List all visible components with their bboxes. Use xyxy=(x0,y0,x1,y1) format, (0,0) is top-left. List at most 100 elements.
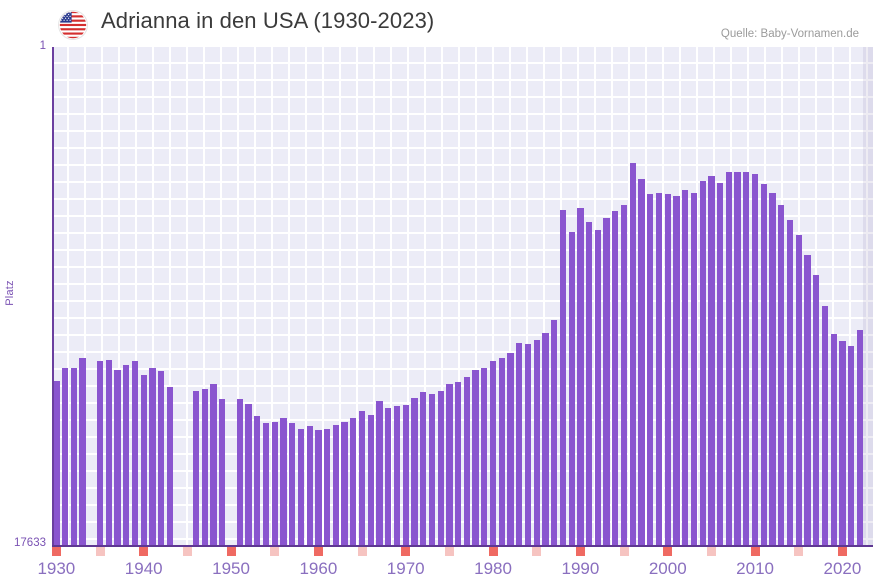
bar[interactable] xyxy=(61,368,69,546)
x-axis-tick-label: 2020 xyxy=(823,559,862,578)
bar[interactable] xyxy=(280,417,287,546)
bar[interactable] xyxy=(629,163,636,546)
bar[interactable] xyxy=(114,369,121,546)
bar[interactable] xyxy=(734,171,741,546)
bar[interactable] xyxy=(647,194,654,546)
bar[interactable] xyxy=(140,375,147,546)
x-tick-major xyxy=(488,547,498,556)
bar[interactable] xyxy=(306,426,313,546)
bar[interactable] xyxy=(446,383,453,546)
bar[interactable] xyxy=(166,386,174,546)
bar[interactable] xyxy=(708,175,715,546)
bar[interactable] xyxy=(856,329,864,546)
y-axis-bottom-label: 17633 xyxy=(14,537,46,549)
bar[interactable] xyxy=(795,235,802,546)
bar[interactable] xyxy=(568,232,575,546)
bar[interactable] xyxy=(638,178,645,546)
bar[interactable] xyxy=(463,376,470,546)
bar[interactable] xyxy=(594,229,601,546)
bar[interactable] xyxy=(245,403,252,546)
bar[interactable] xyxy=(454,382,462,546)
bar[interactable] xyxy=(804,254,811,546)
bar[interactable] xyxy=(612,211,619,546)
bar[interactable] xyxy=(297,429,305,546)
bar[interactable] xyxy=(105,359,112,546)
bar[interactable] xyxy=(358,410,366,546)
bar[interactable] xyxy=(577,208,584,546)
bar[interactable] xyxy=(472,369,479,546)
bar[interactable] xyxy=(830,334,837,546)
bar[interactable] xyxy=(533,339,540,546)
x-axis-tick-label: 1990 xyxy=(561,559,600,578)
bar[interactable] xyxy=(201,389,208,546)
bar[interactable] xyxy=(682,189,689,546)
bar[interactable] xyxy=(524,344,532,546)
x-tick-major xyxy=(226,547,236,556)
bar[interactable] xyxy=(367,414,374,546)
bar[interactable] xyxy=(603,218,610,546)
plot-area xyxy=(52,47,873,546)
bar[interactable] xyxy=(437,390,444,546)
bar[interactable] xyxy=(690,192,698,546)
bar[interactable] xyxy=(743,171,750,546)
bar[interactable] xyxy=(402,404,409,546)
bar[interactable] xyxy=(236,399,243,546)
x-axis-tick-label: 1950 xyxy=(212,559,250,578)
bar[interactable] xyxy=(821,305,829,546)
bar[interactable] xyxy=(411,397,418,546)
bar[interactable] xyxy=(96,361,104,546)
bar[interactable] xyxy=(219,399,226,546)
bar[interactable] xyxy=(376,400,383,546)
bar[interactable] xyxy=(323,429,331,546)
y-axis-line xyxy=(52,47,54,547)
bar[interactable] xyxy=(498,358,505,546)
bar[interactable] xyxy=(332,424,339,546)
x-tick-major xyxy=(51,547,61,556)
bar[interactable] xyxy=(786,219,794,546)
bar[interactable] xyxy=(149,368,156,546)
bar-series xyxy=(52,47,873,546)
bar[interactable] xyxy=(254,416,261,546)
bar[interactable] xyxy=(271,421,278,546)
bar[interactable] xyxy=(760,184,767,546)
x-tick-major xyxy=(837,547,847,556)
bar[interactable] xyxy=(489,361,497,546)
bar[interactable] xyxy=(350,417,357,546)
bar[interactable] xyxy=(70,368,77,546)
bar[interactable] xyxy=(664,194,671,546)
bar[interactable] xyxy=(551,320,558,546)
bar[interactable] xyxy=(420,392,427,546)
bar[interactable] xyxy=(813,274,820,546)
bar[interactable] xyxy=(131,361,139,546)
bar[interactable] xyxy=(699,181,706,546)
bar[interactable] xyxy=(673,195,680,546)
bar[interactable] xyxy=(53,380,60,546)
bar[interactable] xyxy=(210,383,217,546)
bar[interactable] xyxy=(778,205,785,546)
bar[interactable] xyxy=(725,171,733,546)
bar[interactable] xyxy=(542,332,549,546)
bar[interactable] xyxy=(393,406,401,546)
bar[interactable] xyxy=(158,371,165,546)
bar[interactable] xyxy=(585,222,593,546)
bar[interactable] xyxy=(655,192,663,546)
bar[interactable] xyxy=(289,423,296,546)
bar[interactable] xyxy=(516,342,523,546)
bar[interactable] xyxy=(507,352,514,546)
bar[interactable] xyxy=(123,365,130,546)
bar[interactable] xyxy=(769,192,776,546)
bar[interactable] xyxy=(839,341,846,546)
bar[interactable] xyxy=(385,407,392,546)
bar[interactable] xyxy=(717,182,724,546)
bar[interactable] xyxy=(192,390,200,546)
bar[interactable] xyxy=(79,358,86,546)
bar[interactable] xyxy=(315,430,322,546)
bar[interactable] xyxy=(262,423,270,546)
bar[interactable] xyxy=(620,205,628,546)
bar[interactable] xyxy=(751,174,759,546)
bar[interactable] xyxy=(341,421,348,546)
bar[interactable] xyxy=(559,209,567,546)
bar[interactable] xyxy=(848,345,855,546)
bar[interactable] xyxy=(428,393,436,546)
bar[interactable] xyxy=(481,368,488,546)
